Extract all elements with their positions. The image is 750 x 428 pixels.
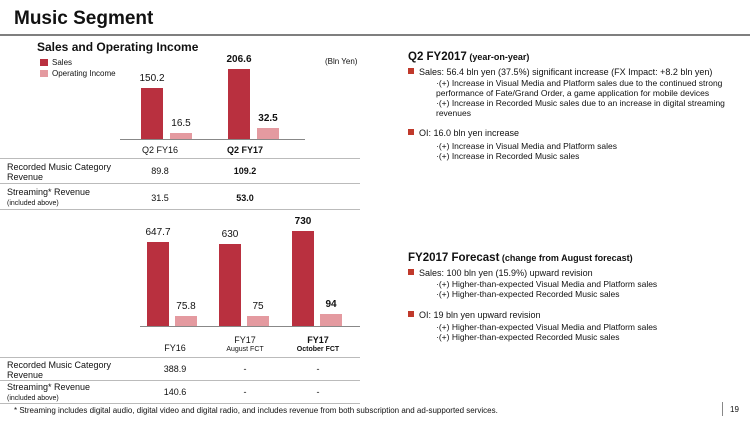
table1-row2-v1: 31.5 [151, 193, 169, 203]
table2-row2-v3: - [316, 387, 320, 397]
table2-rule-top [0, 357, 360, 358]
table1-rule-top [0, 158, 360, 159]
chart1-bar-oi-0 [170, 133, 192, 139]
q2-sales-text: Sales: 56.4 bln yen (37.5%) significant … [419, 67, 713, 77]
chart2-cat-fy17-oct-sub: October FCT [296, 346, 340, 353]
chart1-label-sales-0: 150.2 [139, 73, 165, 84]
chart1-label-oi-0: 16.5 [171, 118, 191, 129]
table1-row1-label: Recorded Music Category Revenue [7, 162, 112, 182]
legend-sales-swatch [40, 59, 48, 66]
chart2-bar-sales-0 [147, 242, 169, 326]
q2-heading: Q2 FY2017 (year-on-year) [408, 51, 743, 63]
q2-oi-text: OI: 16.0 bln yen increase [419, 127, 520, 138]
table1-row2-note: (included above) [7, 200, 59, 207]
title-divider [0, 34, 750, 36]
chart1-cat-q2fy16: Q2 FY16 [141, 145, 179, 155]
bullet-square-icon [408, 269, 414, 275]
legend-sales-label: Sales [52, 58, 73, 67]
bullet-square-icon [408, 68, 414, 74]
fc-oi-item-1: ·(+) Higher-than-expected Visual Media a… [436, 322, 658, 332]
footnote: * Streaming includes digital audio, digi… [14, 406, 498, 415]
q2-heading-main: Q2 FY2017 [408, 51, 467, 63]
table1-row1-v2: 109.2 [233, 166, 257, 176]
chart2-bar-sales-2 [292, 231, 314, 326]
chart2-bar-oi-1 [247, 316, 269, 326]
chart2-bar-oi-0 [175, 316, 197, 326]
legend-oi: Operating Income [40, 69, 116, 78]
chart2-axis [140, 326, 360, 327]
legend-oi-swatch [40, 70, 48, 77]
fc-oi-item-2: ·(+) Higher-than-expected Recorded Music… [436, 332, 620, 342]
table2-row1-v1: 388.9 [163, 364, 187, 374]
table1-row2-v2: 53.0 [236, 193, 254, 203]
q2-summary: Q2 FY2017 (year-on-year) Sales: 56.4 bln… [408, 51, 743, 161]
chart1-axis [120, 139, 305, 140]
chart2-cat-fy17-aug: FY17 [234, 335, 256, 345]
forecast-heading-main: FY2017 Forecast [408, 252, 500, 264]
chart2-label-oi-2: 94 [325, 299, 337, 310]
q2-oi-item-1: ·(+) Increase in Visual Media and Platfo… [436, 141, 618, 151]
fc-oi-line: OI: 19 bln yen upward revision [408, 310, 743, 321]
forecast-heading-sub: (change from August forecast) [499, 253, 633, 263]
chart2-cat-fy17-oct: FY17 [307, 335, 329, 345]
table2-row1-label: Recorded Music Category Revenue [7, 360, 112, 380]
fc-sales-item-1: ·(+) Higher-than-expected Visual Media a… [436, 278, 658, 289]
unit-label: (Bln Yen) [325, 57, 358, 66]
table2-rule-mid [0, 380, 360, 381]
sales-oi-heading: Sales and Operating Income [37, 40, 199, 54]
legend-sales: Sales [40, 58, 72, 67]
page-title: Music Segment [14, 8, 154, 29]
table2-row2-text: Streaming* Revenue [7, 382, 91, 392]
chart2-cat-fy17-aug-sub: August FCT [226, 346, 264, 353]
q2-sales-line: Sales: 56.4 bln yen (37.5%) significant … [408, 67, 743, 78]
fc-sales-line: Sales: 100 bln yen (15.9%) upward revisi… [408, 268, 743, 279]
chart2-cat-fy16: FY16 [164, 343, 186, 353]
chart1-label-sales-1: 206.6 [226, 54, 252, 65]
chart2-label-sales-2: 730 [294, 216, 312, 227]
page-number: 19 [730, 405, 739, 414]
chart2-label-oi-1: 75 [252, 301, 264, 312]
table1-rule-mid [0, 183, 360, 184]
chart1-bar-sales-1 [228, 69, 250, 139]
chart2-label-sales-1: 630 [221, 229, 239, 240]
chart1-bar-sales-0 [141, 88, 163, 139]
q2-sales-item-2: ·(+) Increase in Recorded Music sales du… [436, 97, 725, 118]
chart2-bar-oi-2 [320, 314, 342, 326]
table2-row2-note: (included above) [7, 395, 59, 402]
bullet-square-icon [408, 310, 414, 317]
chart1-cat-q2fy17: Q2 FY17 [226, 145, 264, 155]
table2-row2-v2: - [243, 387, 247, 397]
page-number-divider [722, 402, 723, 416]
table2-row1-v3: - [316, 364, 320, 374]
chart2-label-sales-0: 647.7 [145, 227, 171, 238]
forecast-heading: FY2017 Forecast (change from August fore… [408, 252, 743, 264]
q2-oi-item-2: ·(+) Increase in Recorded Music sales [436, 151, 580, 161]
fc-sales-item-2: ·(+) Higher-than-expected Recorded Music… [436, 288, 620, 299]
fc-sales-text: Sales: 100 bln yen (15.9%) upward revisi… [419, 268, 593, 278]
chart2-label-oi-0: 75.8 [176, 301, 196, 312]
table1-row2-label: Streaming* Revenue (included above) [7, 187, 117, 209]
q2-oi-line: OI: 16.0 bln yen increase [408, 128, 743, 139]
legend-oi-label: Operating Income [52, 69, 116, 78]
table2-row2-label: Streaming* Revenue (included above) [7, 382, 117, 404]
chart1-label-oi-1: 32.5 [258, 113, 278, 124]
q2-sales-item-1: ·(+) Increase in Visual Media and Platfo… [436, 77, 723, 98]
table2-rule-bottom [0, 403, 360, 404]
forecast-summary: FY2017 Forecast (change from August fore… [408, 252, 743, 342]
fc-oi-text: OI: 19 bln yen upward revision [419, 309, 541, 320]
table1-row2-text: Streaming* Revenue [7, 187, 91, 197]
q2-heading-sub: (year-on-year) [466, 52, 530, 62]
table1-rule-bottom [0, 209, 360, 210]
table2-row2-v1: 140.6 [163, 387, 187, 397]
table2-row1-v2: - [243, 364, 247, 374]
bullet-square-icon [408, 128, 414, 135]
chart2-bar-sales-1 [219, 244, 241, 326]
chart1-bar-oi-1 [257, 128, 279, 139]
table1-row1-v1: 89.8 [151, 166, 169, 176]
